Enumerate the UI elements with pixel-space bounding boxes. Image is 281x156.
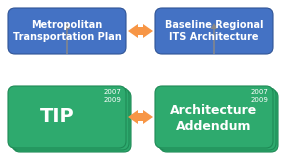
FancyBboxPatch shape	[155, 8, 273, 54]
FancyArrow shape	[128, 24, 138, 38]
FancyBboxPatch shape	[8, 8, 126, 54]
FancyBboxPatch shape	[8, 86, 126, 148]
FancyArrow shape	[143, 110, 153, 124]
FancyArrow shape	[64, 23, 71, 54]
FancyBboxPatch shape	[155, 86, 273, 148]
Text: Baseline Regional
ITS Architecture: Baseline Regional ITS Architecture	[165, 20, 263, 42]
Text: TIP: TIP	[40, 107, 74, 127]
FancyBboxPatch shape	[158, 88, 276, 150]
Text: 2007
2009: 2007 2009	[103, 89, 121, 103]
FancyArrow shape	[210, 23, 217, 54]
Text: Metropolitan
Transportation Plan: Metropolitan Transportation Plan	[13, 20, 121, 42]
FancyBboxPatch shape	[138, 113, 143, 121]
FancyBboxPatch shape	[13, 90, 131, 152]
Text: 2007
2009: 2007 2009	[250, 89, 268, 103]
FancyArrow shape	[143, 24, 153, 38]
FancyBboxPatch shape	[138, 27, 143, 35]
FancyArrow shape	[128, 110, 138, 124]
FancyBboxPatch shape	[160, 90, 278, 152]
FancyBboxPatch shape	[11, 88, 129, 150]
Text: Architecture
Addendum: Architecture Addendum	[170, 105, 258, 134]
